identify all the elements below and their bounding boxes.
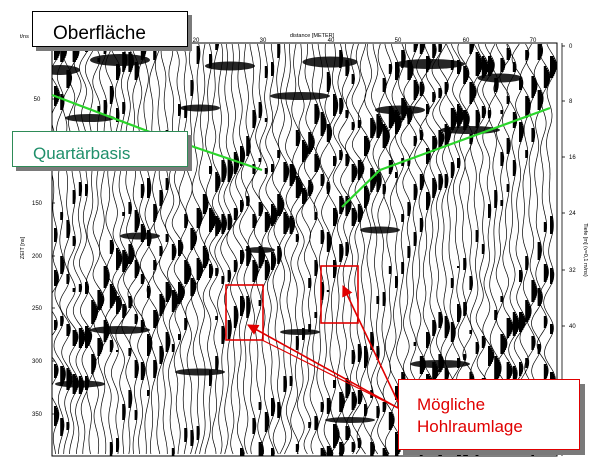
right-tick-label: 32 bbox=[569, 268, 576, 274]
top-tick-label: 70 bbox=[530, 38, 537, 44]
left-tick-label: 50 bbox=[34, 97, 41, 103]
left-tick-label: 200 bbox=[32, 254, 43, 260]
radargram-traces bbox=[52, 43, 557, 456]
right-axis-ticks: 0 8 16 24 32 40 bbox=[562, 44, 576, 330]
left-tick-label: 150 bbox=[32, 201, 43, 207]
top-tick-label: 30 bbox=[260, 38, 267, 44]
possible-cavity-callout: Mögliche Hohlraumlage bbox=[398, 379, 580, 450]
cavity-label-line2: Hohlraumlage bbox=[417, 417, 523, 436]
arrow-to-box-right bbox=[342, 284, 399, 403]
top-tick-label: 40 bbox=[328, 38, 335, 44]
left-axis-unit: t/ns bbox=[20, 34, 29, 40]
top-tick-label: 60 bbox=[463, 38, 470, 44]
quaternary-base-callout: Quartärbasis bbox=[12, 131, 188, 167]
anomaly-box-right bbox=[320, 265, 359, 324]
surface-callout: Oberfläche bbox=[32, 11, 188, 47]
right-tick-label: 0 bbox=[569, 44, 573, 50]
top-tick-label: 20 bbox=[193, 38, 200, 44]
left-tick-label: 300 bbox=[32, 359, 43, 365]
top-axis-ticks: 20 30 40 50 60 70 bbox=[193, 38, 537, 44]
quaternary-base-line-right bbox=[341, 106, 551, 208]
cavity-label-line1: Mögliche bbox=[417, 395, 486, 414]
anomaly-box-left bbox=[225, 284, 264, 341]
right-tick-label: 24 bbox=[569, 211, 576, 217]
x-axis-title: distance [METER] bbox=[290, 33, 335, 39]
plot-frame bbox=[51, 42, 558, 457]
right-tick-label: 16 bbox=[569, 155, 576, 161]
right-tick-label: 40 bbox=[569, 324, 576, 330]
top-tick-label: 50 bbox=[395, 38, 402, 44]
arrow-tail-left bbox=[261, 339, 399, 409]
right-tick-label: 8 bbox=[569, 99, 573, 105]
left-tick-label: 350 bbox=[32, 412, 43, 418]
left-tick-label: 250 bbox=[32, 306, 43, 312]
arrow-to-box-left bbox=[247, 324, 399, 409]
right-axis-title: Tiefe [m] (v=0,1 m/ns) bbox=[582, 223, 588, 277]
left-axis-title: ZEIT [ns] bbox=[20, 236, 26, 259]
